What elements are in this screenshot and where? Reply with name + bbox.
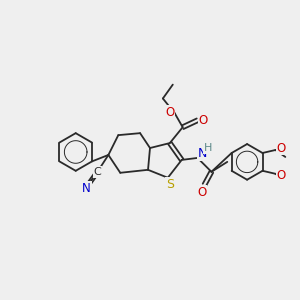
Text: S: S (166, 178, 174, 191)
Text: H: H (204, 143, 213, 153)
Text: O: O (197, 186, 206, 199)
Text: O: O (199, 114, 208, 127)
Text: N: N (82, 182, 91, 195)
Text: O: O (165, 106, 174, 119)
Text: O: O (277, 142, 286, 154)
Text: O: O (277, 169, 286, 182)
Text: C: C (94, 167, 101, 177)
Text: N: N (198, 148, 207, 160)
